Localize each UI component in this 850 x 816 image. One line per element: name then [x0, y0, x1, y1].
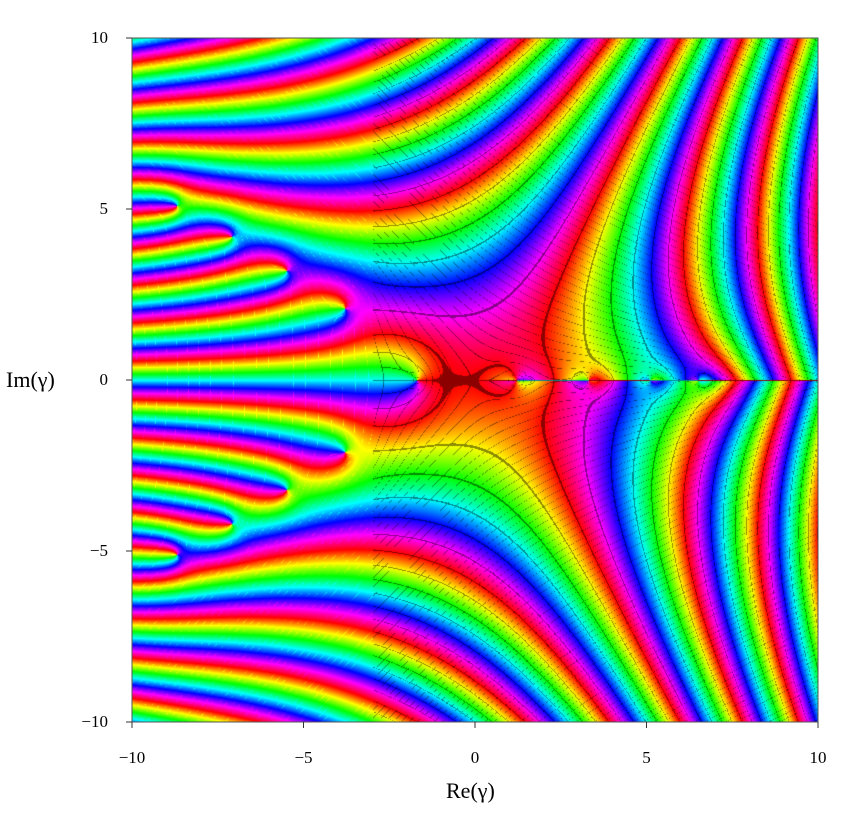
x-axis-label: Re(γ) — [446, 778, 495, 803]
phase-heatmap — [132, 38, 818, 722]
y-axis-label: Im(γ) — [6, 367, 55, 392]
plot-border — [131, 37, 819, 723]
y-tick-label: 0 — [99, 370, 109, 389]
x-tick-label: 5 — [642, 748, 651, 767]
y-tick-label: −10 — [81, 712, 108, 731]
x-tick-label: 10 — [809, 748, 827, 767]
y-tick-label: −5 — [89, 541, 108, 560]
x-tick-label: −10 — [118, 748, 146, 767]
x-tick-label: −5 — [294, 748, 313, 767]
phase-plot — [132, 38, 818, 722]
y-tick-label: 5 — [99, 199, 109, 218]
y-tick-label: 10 — [91, 28, 108, 47]
x-tick-label: 0 — [470, 748, 480, 767]
